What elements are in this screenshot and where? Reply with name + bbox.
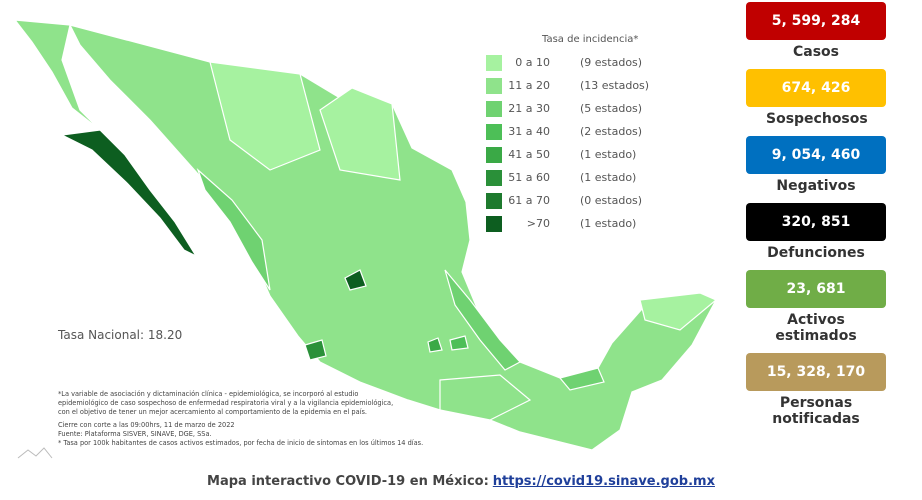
legend-count: (1 estado)	[580, 171, 637, 184]
legend-rows: 0 a 10 (9 estados) 11 a 20 (13 estados) 21 a…	[486, 51, 649, 235]
footer-text: Mapa interactivo COVID-19 en México:	[207, 474, 489, 489]
stat-value: 9, 054, 460	[746, 136, 886, 174]
legend-row: 61 a 70 (0 estados)	[486, 189, 649, 212]
footer: Mapa interactivo COVID-19 en México: http…	[0, 474, 922, 489]
legend: Tasa de incidencia* 0 a 10 (9 estados) 11 …	[486, 34, 649, 235]
footnote-line: epidemiológico de caso sospechoso de enf…	[58, 399, 394, 407]
stat-value: 15, 328, 170	[746, 353, 886, 391]
stat-card: 320, 851 Defunciones	[746, 203, 886, 261]
legend-row: 21 a 30 (5 estados)	[486, 97, 649, 120]
footnote-line: Cierre con corte a las 09:00hrs, 11 de m…	[58, 421, 235, 429]
baja-california-sur	[59, 129, 198, 258]
legend-range: 21 a 30	[508, 102, 550, 115]
legend-count: (9 estados)	[580, 56, 643, 69]
stat-card: 9, 054, 460 Negativos	[746, 136, 886, 194]
legend-title: Tasa de incidencia*	[542, 34, 639, 45]
footnote-line: * Tasa por 100k habitantes de casos acti…	[58, 439, 424, 447]
legend-swatch	[486, 215, 502, 232]
legend-swatch	[486, 100, 502, 117]
legend-swatch	[486, 192, 502, 209]
sinaloa	[196, 168, 271, 291]
legend-range: 31 a 40	[508, 125, 550, 138]
stat-card: 23, 681 Activos estimados	[746, 270, 886, 344]
legend-range: 0 a 10	[515, 56, 550, 69]
legend-swatch	[486, 54, 502, 71]
legend-count: (1 estado)	[580, 148, 637, 161]
legend-count: (1 estado)	[580, 217, 637, 230]
oaxaca	[439, 374, 532, 421]
footnote-line: Fuente: Plataforma SISVER, SINAVE, DGE, …	[58, 430, 212, 438]
legend-row: 31 a 40 (2 estados)	[486, 120, 649, 143]
legend-range: 51 a 60	[508, 171, 550, 184]
stats-panel: 5, 599, 284 Casos 674, 426 Sospechosos 9, 05…	[746, 2, 886, 436]
veracruz	[444, 269, 521, 371]
yucatan	[639, 292, 718, 331]
legend-swatch	[486, 77, 502, 94]
stat-card: 5, 599, 284 Casos	[746, 2, 886, 60]
tabasco	[558, 367, 605, 391]
stat-value: 5, 599, 284	[746, 2, 886, 40]
stat-label: Casos	[792, 44, 839, 60]
stat-label: Defunciones	[767, 245, 865, 261]
colima	[304, 339, 327, 361]
legend-range: 41 a 50	[508, 148, 550, 161]
stat-value: 320, 851	[746, 203, 886, 241]
map	[13, 19, 718, 459]
legend-range: 61 a 70	[508, 194, 550, 207]
legend-row: >70 (1 estado)	[486, 212, 649, 235]
footer-link[interactable]: https://covid19.sinave.gob.mx	[492, 474, 715, 489]
legend-count: (2 estados)	[580, 125, 643, 138]
legend-swatch	[486, 146, 502, 163]
legend-count: (0 estados)	[580, 194, 643, 207]
legend-swatch	[486, 123, 502, 140]
legend-range: 11 a 20	[508, 79, 550, 92]
stat-value: 23, 681	[746, 270, 886, 308]
national-rate: Tasa Nacional: 18.20	[58, 328, 183, 342]
stat-label: Negativos	[776, 178, 856, 194]
logo	[17, 447, 53, 459]
footnote-line: *La variable de asociación y dictaminaci…	[58, 390, 359, 398]
cdmx	[427, 337, 443, 353]
legend-row: 11 a 20 (13 estados)	[486, 74, 649, 97]
stat-card: 15, 328, 170 Personas notificadas	[746, 353, 886, 427]
stat-value: 674, 426	[746, 69, 886, 107]
legend-row: 41 a 50 (1 estado)	[486, 143, 649, 166]
legend-count: (13 estados)	[580, 79, 650, 92]
legend-count: (5 estados)	[580, 102, 643, 115]
legend-row: 0 a 10 (9 estados)	[486, 51, 649, 74]
legend-range: >70	[526, 217, 550, 230]
footnotes: *La variable de asociación y dictaminaci…	[58, 390, 423, 448]
coahuila	[319, 87, 401, 181]
stat-card: 674, 426 Sospechosos	[746, 69, 886, 127]
footnote-line: con el objetivo de tener un mejor acerca…	[58, 408, 368, 416]
aguascalientes	[344, 269, 367, 291]
chihuahua	[209, 61, 321, 171]
tlaxcala	[449, 335, 469, 351]
stat-label: Activos estimados	[775, 312, 857, 344]
stat-label: Sospechosos	[766, 111, 868, 127]
stat-label: Personas notificadas	[772, 395, 860, 427]
legend-row: 51 a 60 (1 estado)	[486, 166, 649, 189]
legend-swatch	[486, 169, 502, 186]
